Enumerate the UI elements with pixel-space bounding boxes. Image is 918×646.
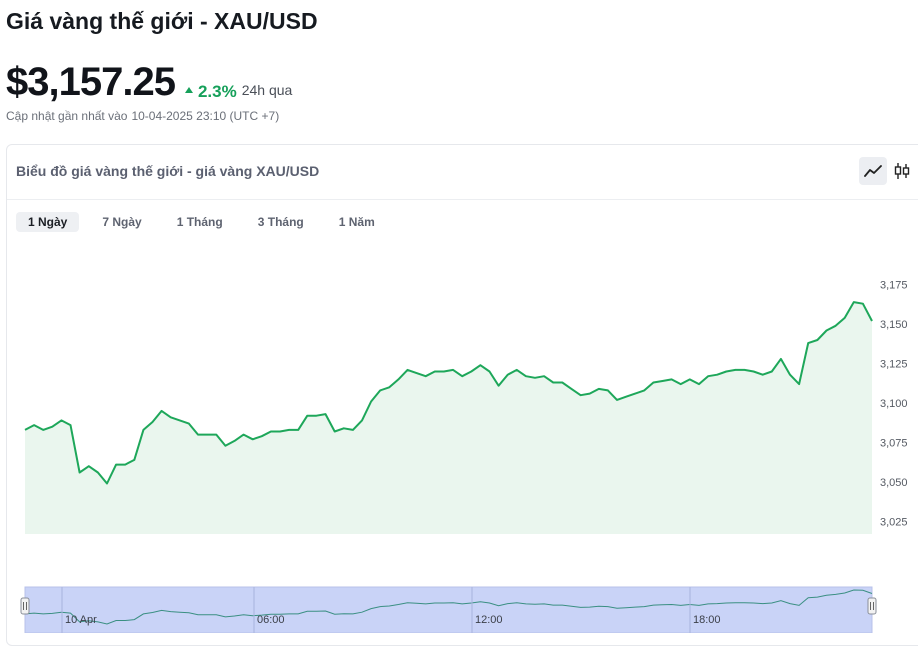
y-tick-label: 3,150 bbox=[880, 319, 908, 331]
y-tick-label: 3,175 bbox=[880, 280, 908, 292]
candlestick-icon bbox=[894, 163, 910, 179]
candlestick-chart-button[interactable] bbox=[888, 157, 916, 185]
chart-card-title: Biểu đồ giá vàng thế giới - giá vàng XAU… bbox=[16, 163, 320, 179]
updated-label: Cập nhật gần nhất vào bbox=[6, 109, 128, 123]
navigator-line bbox=[24, 589, 873, 625]
y-tick-label: 3,025 bbox=[880, 516, 908, 528]
range-tabs: 1 Ngày 7 Ngày 1 Tháng 3 Tháng 1 Năm bbox=[16, 212, 398, 232]
navigator-time-label: 06:00 bbox=[257, 614, 285, 626]
line-chart-button[interactable] bbox=[859, 157, 887, 185]
price-chart: 3,025 3,050 3,075 3,100 3,125 3,150 3,175 10 A… bbox=[20, 280, 908, 633]
tab-1-month[interactable]: 1 Tháng bbox=[176, 215, 223, 229]
y-axis: 3,025 3,050 3,075 3,100 3,125 3,150 3,175 bbox=[880, 280, 908, 529]
change-percent: 2.3% bbox=[197, 82, 237, 101]
y-tick-label: 3,100 bbox=[880, 398, 908, 410]
tab-3-months[interactable]: 3 Tháng bbox=[257, 215, 304, 229]
change-period: 24h qua bbox=[241, 82, 293, 98]
current-price: $3,157.25 bbox=[6, 60, 176, 104]
range-navigator[interactable]: 10 Apr 06:00 12:00 18:00 bbox=[20, 586, 877, 633]
card-header-divider bbox=[7, 199, 918, 200]
y-tick-label: 3,075 bbox=[880, 437, 908, 449]
price-line bbox=[24, 301, 873, 485]
y-tick-label: 3,050 bbox=[880, 477, 908, 489]
navigator-time-label: 18:00 bbox=[693, 614, 721, 626]
navigator-time-label: 12:00 bbox=[475, 614, 503, 626]
price-area bbox=[25, 302, 872, 534]
navigator-time-labels: 10 Apr 06:00 12:00 18:00 bbox=[61, 587, 721, 633]
updated-value: 10-04-2025 23:10 (UTC +7) bbox=[131, 109, 280, 123]
price-change: 2.3% bbox=[184, 82, 237, 102]
tab-1-day[interactable]: 1 Ngày bbox=[16, 212, 80, 232]
navigator-left-handle[interactable] bbox=[20, 597, 30, 615]
line-chart-icon bbox=[864, 165, 882, 177]
tab-1-year[interactable]: 1 Năm bbox=[338, 215, 375, 229]
tab-7-days[interactable]: 7 Ngày bbox=[102, 215, 142, 229]
price-row: $3,157.25 2.3% 24h qua bbox=[6, 60, 292, 105]
page-title: Giá vàng thế giới - XAU/USD bbox=[6, 8, 318, 34]
y-tick-label: 3,125 bbox=[880, 359, 908, 371]
last-updated: Cập nhật gần nhất vào 10-04-2025 23:10 (U… bbox=[6, 109, 283, 123]
arrow-up-icon bbox=[184, 87, 193, 93]
navigator-time-label: 10 Apr bbox=[65, 614, 97, 626]
navigator-selection[interactable] bbox=[24, 586, 873, 633]
navigator-right-handle[interactable] bbox=[867, 597, 877, 615]
